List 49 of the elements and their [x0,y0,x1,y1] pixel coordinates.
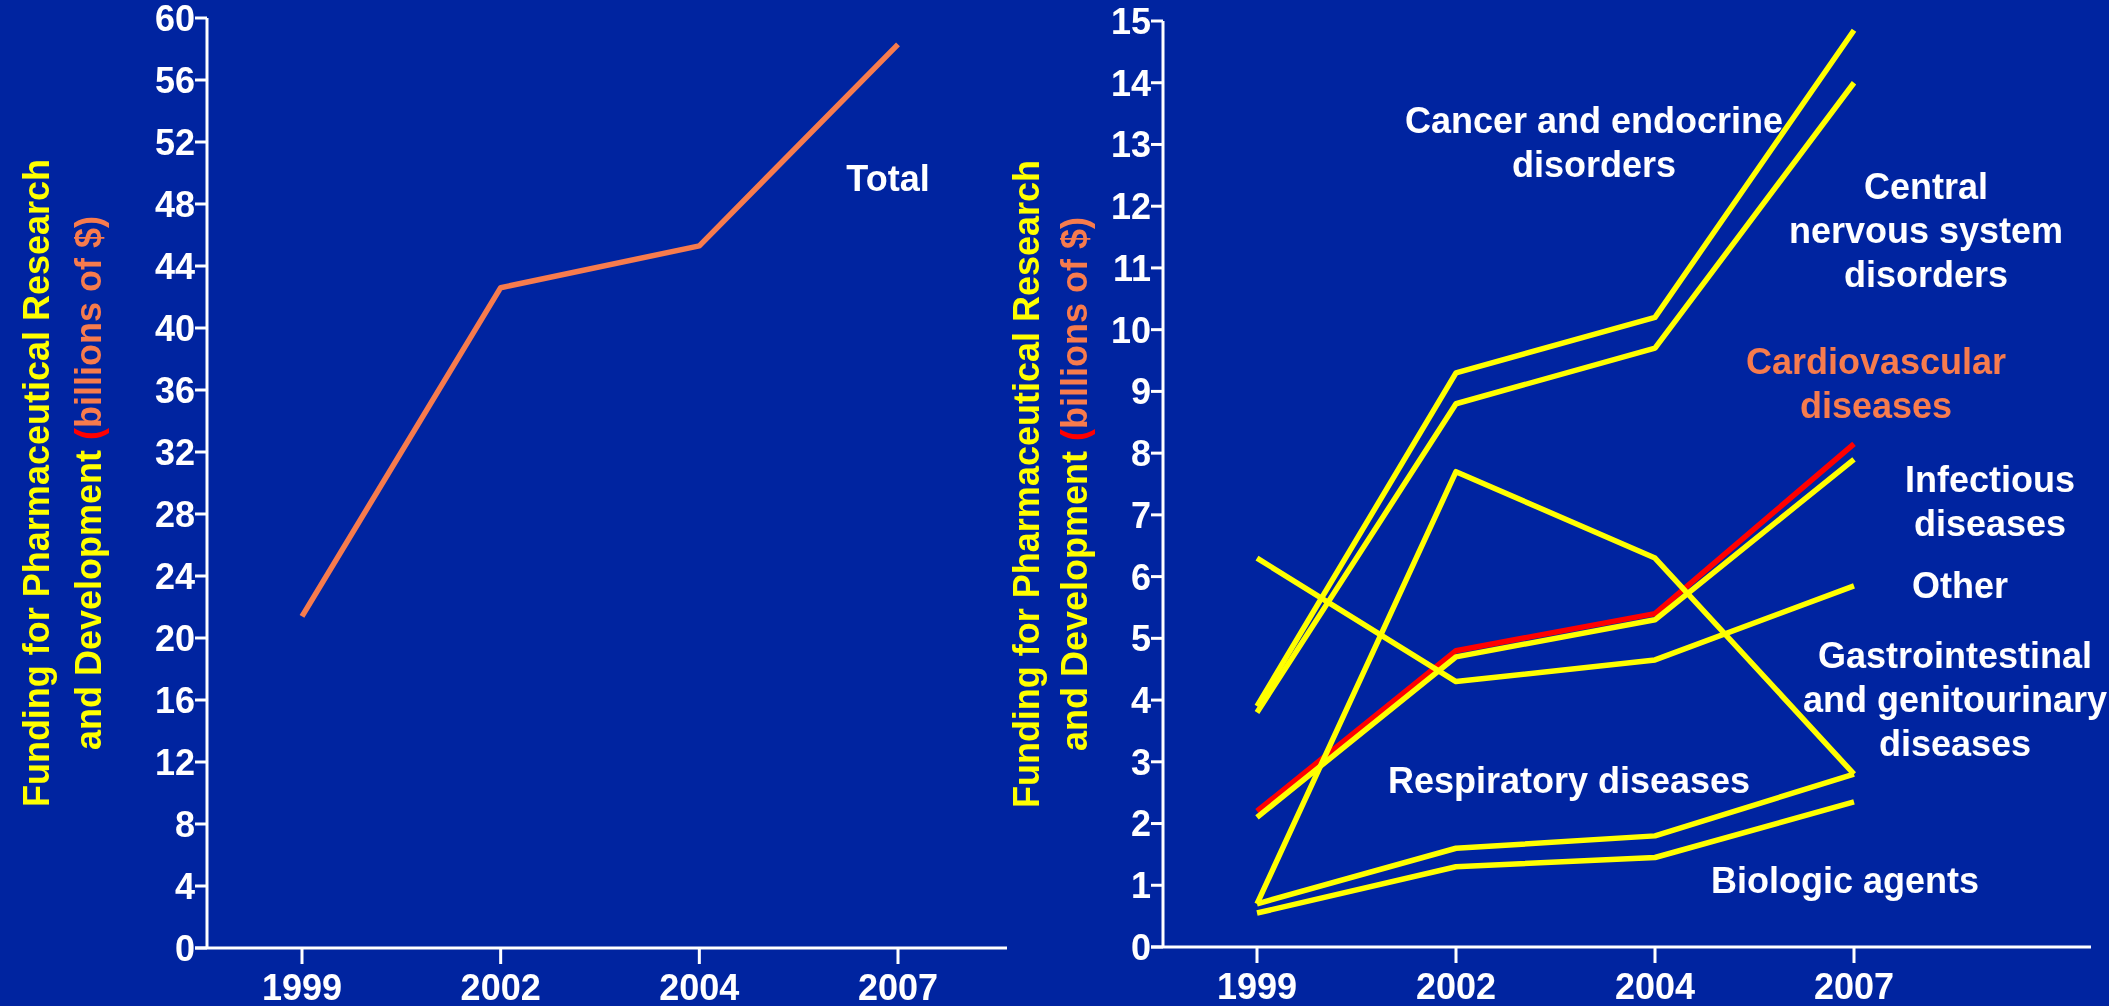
y-tick-label: 9 [1130,371,1151,413]
y-tick-label: 6 [1130,556,1151,598]
y-tick-label: 5 [1130,618,1151,660]
y-tick-label: 48 [154,183,195,225]
y-tick-label: 0 [1130,926,1151,968]
y-tick-label: 8 [1130,433,1151,475]
y-tick-label: 24 [154,555,195,597]
x-tick-label: 2002 [1415,966,1497,1006]
y-tick-label: 14 [1110,62,1151,104]
y-tick-label: 4 [174,865,195,907]
y-tick-label: 36 [154,369,195,411]
series-label: Gastrointestinal and genitourinary diseases [1802,634,2108,764]
y-tick-label: 8 [174,803,195,845]
y-tick-label: 44 [154,245,195,287]
y-tick-label: 56 [154,59,195,101]
series-label: Cardiovascular diseases [1745,340,2007,426]
x-tick-label: 1999 [261,967,343,1006]
series-label: Cancer and endocrine disorders [1404,99,1784,185]
series-label: Biologic agents [1710,859,1980,901]
y-tick-label: 52 [154,121,195,163]
y-tick-label: 10 [1110,309,1151,351]
y-tick-label: 2 [1130,803,1151,845]
y-tick-label: 15 [1110,0,1151,42]
x-tick-label: 2007 [857,967,939,1006]
x-tick-label: 2007 [1813,966,1895,1006]
series-label: Respiratory diseases [1387,759,1751,801]
series-label: Infectious diseases [1904,458,2076,544]
y-tick-label: 32 [154,431,195,473]
y-tick-label: 12 [1110,186,1151,228]
y-tick-label: 40 [154,307,195,349]
y-tick-label: 16 [154,679,195,721]
y-tick-label: 1 [1130,865,1151,907]
y-tick-label: 7 [1130,494,1151,536]
x-tick-label: 2004 [1614,966,1696,1006]
x-tick-label: 1999 [1216,966,1298,1006]
series-label: Total [846,157,930,199]
x-tick-label: 2002 [460,967,541,1006]
y-tick-label: 3 [1130,741,1151,783]
series-label: Central nervous system disorders [1788,165,2064,295]
y-tick-label: 60 [154,0,195,39]
y-tick-label: 13 [1110,124,1151,166]
y-tick-label: 20 [154,617,195,659]
x-tick-label: 2004 [659,967,740,1006]
y-tick-label: 28 [154,493,195,535]
series-label: Other [1911,564,2009,606]
y-tick-label: 12 [154,741,195,783]
y-tick-label: 11 [1112,247,1151,289]
y-tick-label: 4 [1130,680,1151,722]
y-tick-label: 0 [174,927,195,969]
